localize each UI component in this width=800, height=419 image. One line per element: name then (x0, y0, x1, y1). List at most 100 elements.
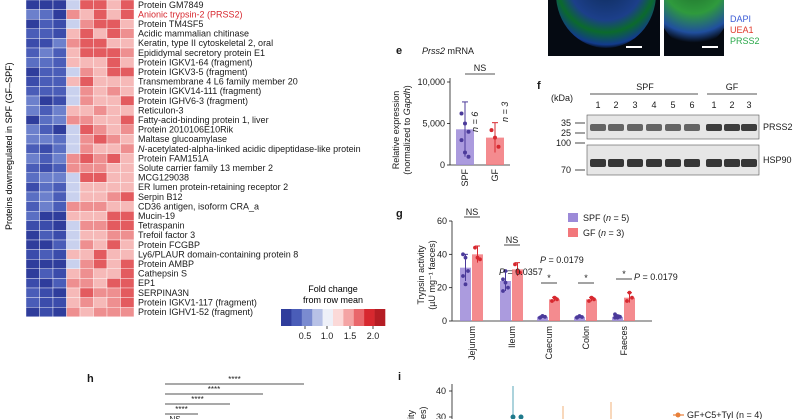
heatmap-row-label: Serpin B12 (138, 192, 183, 202)
chart-e-ylabel-2: (normalized to Gapdh) (402, 85, 412, 175)
heatmap-cell (106, 124, 121, 135)
blot-band (724, 124, 740, 131)
chart-g-point (503, 269, 508, 273)
chart-e-category: SPF (460, 169, 470, 187)
chart-g-p-value: P = 0.0357 (499, 267, 543, 277)
heatmap-cell (120, 19, 135, 30)
chart-e-point (459, 111, 464, 116)
chart-g-point (625, 299, 629, 303)
heatmap-cell (25, 220, 40, 231)
colorbar-segment (301, 309, 313, 326)
chart-g-bar (586, 299, 597, 321)
heatmap-cell (120, 76, 135, 87)
heatmap-cell (39, 57, 54, 68)
heatmap-cell (52, 95, 67, 106)
heatmap-cell (79, 9, 94, 20)
heatmap-cell (120, 201, 135, 212)
chart-e-title: Prss2 mRNA (422, 46, 474, 56)
heatmap-cell (106, 249, 121, 260)
chart-i-ylabel: ity (406, 410, 416, 419)
heatmap-cell (25, 287, 40, 298)
heatmap-cell (79, 105, 94, 116)
heatmap-cell (66, 9, 81, 20)
heatmap-cell (79, 134, 94, 145)
panel-i: i 40 30 ity es) GF+C5+TyI (n = 4) (390, 368, 800, 419)
colorbar-ticks: 0.5 1.0 1.5 2.0 (299, 326, 379, 340)
chart-i: i 40 30 ity es) GF+C5+TyI (n = 4) (398, 371, 762, 419)
heatmap-cell (39, 134, 54, 145)
heatmap-cell (52, 239, 67, 250)
heatmap-cell (52, 134, 67, 145)
heatmap-cell (52, 66, 67, 77)
chart-g-bar (472, 254, 483, 321)
blot-band (608, 159, 624, 167)
chart-g-legend-label: SPF (n = 5) (583, 213, 629, 223)
heatmap-cell (120, 259, 135, 270)
heatmap-cell (25, 249, 40, 260)
blot-protein-label: PRSS2 (763, 122, 793, 132)
chart-g-significance: * (622, 269, 626, 279)
microscopy-legend-prss2: PRSS2 (730, 36, 760, 46)
colorbar-segment (343, 309, 355, 326)
heatmap-row-label: MCG129038 (138, 173, 189, 183)
heatmap-row-label: Maltase glucoamylase (138, 134, 227, 144)
heatmap-cell (66, 95, 81, 106)
microscopy-legend: DAPI UEA1 PRSS2 (730, 14, 760, 47)
heatmap-cell (106, 278, 121, 289)
heatmap-row-label: Protein IGHV6-3 (fragment) (138, 96, 248, 106)
heatmap-cell (39, 182, 54, 193)
heatmap-row-label: EP1 (138, 278, 155, 288)
heatmap-cell (106, 230, 121, 241)
heatmap-cell (79, 76, 94, 87)
heatmap-cell (79, 153, 94, 164)
blot-marker-label: 25 (561, 128, 571, 138)
heatmap-cell (39, 172, 54, 183)
heatmap-row-label: Solute carrier family 13 member 2 (138, 163, 273, 173)
heatmap-cell (79, 297, 94, 308)
chart-g-point (473, 245, 477, 250)
heatmap-cell (66, 47, 81, 58)
chart-g-point (463, 282, 468, 287)
heatmap-cell (120, 307, 135, 318)
panel-label-h: h (87, 373, 94, 385)
heatmap-cell (93, 210, 108, 221)
chart-g-category: Colon (581, 326, 591, 350)
heatmap-cell (52, 153, 67, 164)
heatmap-cell (66, 124, 81, 135)
blot-band (706, 124, 722, 131)
blot-band (684, 124, 700, 131)
heatmap-cell (120, 47, 135, 58)
chart-g-category: Ileum (507, 326, 517, 348)
heatmap-cell (39, 76, 54, 87)
chart-g-y-tick-label: 20 (437, 283, 447, 293)
heatmap-cell (66, 19, 81, 30)
chart-e-point (466, 129, 471, 134)
blot-lane-label: 3 (746, 100, 751, 110)
heatmap-cell (106, 9, 121, 20)
heatmap-cell (25, 297, 40, 308)
heatmap-cell (93, 230, 108, 241)
chart-h-significance: NS (169, 415, 180, 419)
panel-g: g 60 40 20 0 Trypsin activity (µU mg⁻¹ faeces)… (390, 205, 800, 380)
heatmap-cell (93, 191, 108, 202)
chart-e-point (466, 154, 471, 159)
heatmap-cell (66, 230, 81, 241)
panel-label-i: i (398, 371, 401, 383)
chart-g-point (627, 290, 632, 295)
heatmap-cell (93, 162, 108, 173)
colorbar-title-line2: from row mean (303, 295, 363, 305)
colorbar-segment (353, 309, 365, 326)
blot-lane-label: 2 (729, 100, 734, 110)
heatmap-cell (93, 124, 108, 135)
heatmap-cell (66, 191, 81, 202)
heatmap-cell (79, 143, 94, 154)
heatmap-cell (79, 210, 94, 221)
heatmap-cell (79, 19, 94, 30)
chart-h-significance: **** (228, 375, 240, 384)
heatmap-cell (120, 38, 135, 49)
heatmap-cell (79, 307, 94, 318)
blot-band (627, 159, 643, 167)
heatmap-cell (25, 114, 40, 125)
chart-g-point (501, 289, 505, 293)
heatmap-cell (106, 182, 121, 193)
